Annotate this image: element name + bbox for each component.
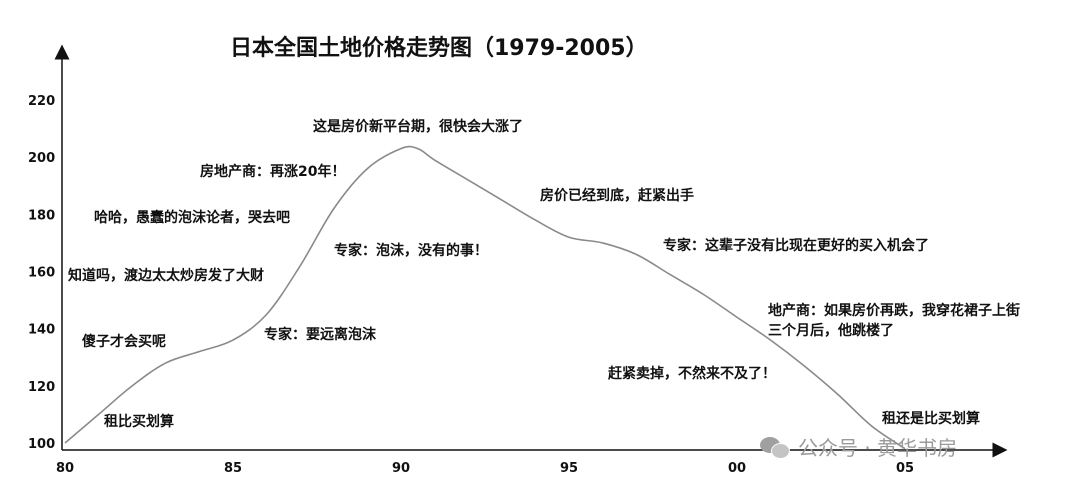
annotation-a10: 专家：这辈子没有比现在更好的买入机会了	[663, 238, 929, 254]
annotation-a8: 这是房价新平台期，很快会大涨了	[313, 119, 523, 135]
annotation-a1: 租比买划算	[104, 414, 174, 430]
y-tick-label: 100	[28, 437, 55, 452]
annotation-a13: 赶紧卖掉，不然来不及了！	[608, 366, 776, 382]
x-tick-labels: 80 85 90 95 00 05	[56, 461, 914, 476]
annotation-a6: 房地产商：再涨20年！	[200, 164, 346, 180]
y-tick-label: 160	[28, 266, 55, 281]
x-tick-label: 00	[728, 461, 746, 476]
chart-title: 日本全国土地价格走势图（1979-2005）	[230, 36, 648, 61]
y-tick-label: 120	[28, 380, 55, 395]
watermark-text: 公众号 · 黄华书房	[798, 436, 958, 460]
x-tick-label: 05	[896, 461, 914, 476]
annotation-a7: 专家：泡沫，没有的事！	[334, 243, 488, 259]
annotation-a12: 三个月后，他跳楼了	[768, 323, 894, 339]
annotation-a5: 专家：要远离泡沫	[264, 327, 376, 343]
annotation-a14: 租还是比买划算	[882, 411, 980, 427]
annotation-a3: 知道吗，渡边太太炒房发了大财	[68, 268, 264, 284]
y-tick-label: 180	[28, 208, 55, 223]
y-tick-label: 200	[28, 151, 55, 166]
watermark: 公众号 · 黄华书房	[760, 432, 957, 461]
land-price-line	[64, 145, 906, 450]
annotation-a9: 房价已经到底，赶紧出手	[540, 188, 694, 204]
annotation-a2: 傻子才会买呢	[82, 334, 166, 350]
x-tick-label: 85	[224, 461, 242, 476]
x-tick-label: 80	[56, 461, 74, 476]
x-tick-label: 95	[560, 461, 578, 476]
y-tick-label: 220	[28, 94, 55, 109]
annotation-a4: 哈哈，愚蠢的泡沫论者，哭去吧	[94, 210, 290, 226]
wechat-icon	[760, 435, 790, 459]
x-tick-label: 90	[392, 461, 410, 476]
annotation-a11: 地产商：如果房价再跌，我穿花裙子上街	[768, 303, 1020, 319]
y-tick-labels: 100 120 140 160 180 200 220	[28, 94, 55, 452]
y-tick-label: 140	[28, 323, 55, 338]
